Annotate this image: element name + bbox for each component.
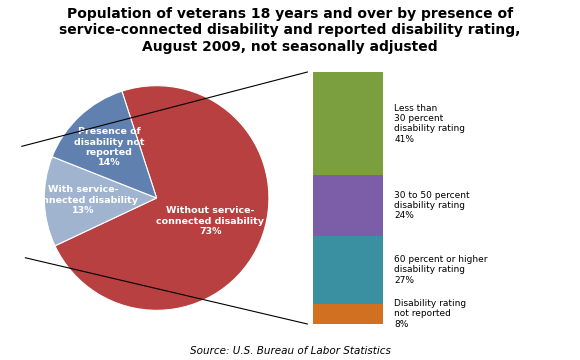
Text: 60 percent or higher
disability rating
27%: 60 percent or higher disability rating 2…	[394, 255, 488, 285]
Text: Population of veterans 18 years and over by presence of
service-connected disabi: Population of veterans 18 years and over…	[59, 7, 521, 54]
Text: Less than
30 percent
disability rating
41%: Less than 30 percent disability rating 4…	[394, 104, 465, 144]
Text: Presence of
disability not
reported
14%: Presence of disability not reported 14%	[74, 127, 144, 167]
Text: Disability rating
not reported
8%: Disability rating not reported 8%	[394, 299, 466, 329]
Text: 30 to 50 percent
disability rating
24%: 30 to 50 percent disability rating 24%	[394, 191, 470, 220]
Wedge shape	[44, 157, 157, 246]
Wedge shape	[52, 91, 157, 198]
Wedge shape	[55, 86, 269, 310]
Bar	[313, 72, 383, 175]
Text: Source: U.S. Bureau of Labor Statistics: Source: U.S. Bureau of Labor Statistics	[190, 346, 390, 356]
Text: Without service-
connected disability
73%: Without service- connected disability 73…	[156, 206, 264, 236]
Bar	[313, 175, 383, 236]
Text: With service-
connected disability
13%: With service- connected disability 13%	[30, 185, 137, 215]
Bar	[313, 304, 383, 324]
Bar	[313, 236, 383, 304]
